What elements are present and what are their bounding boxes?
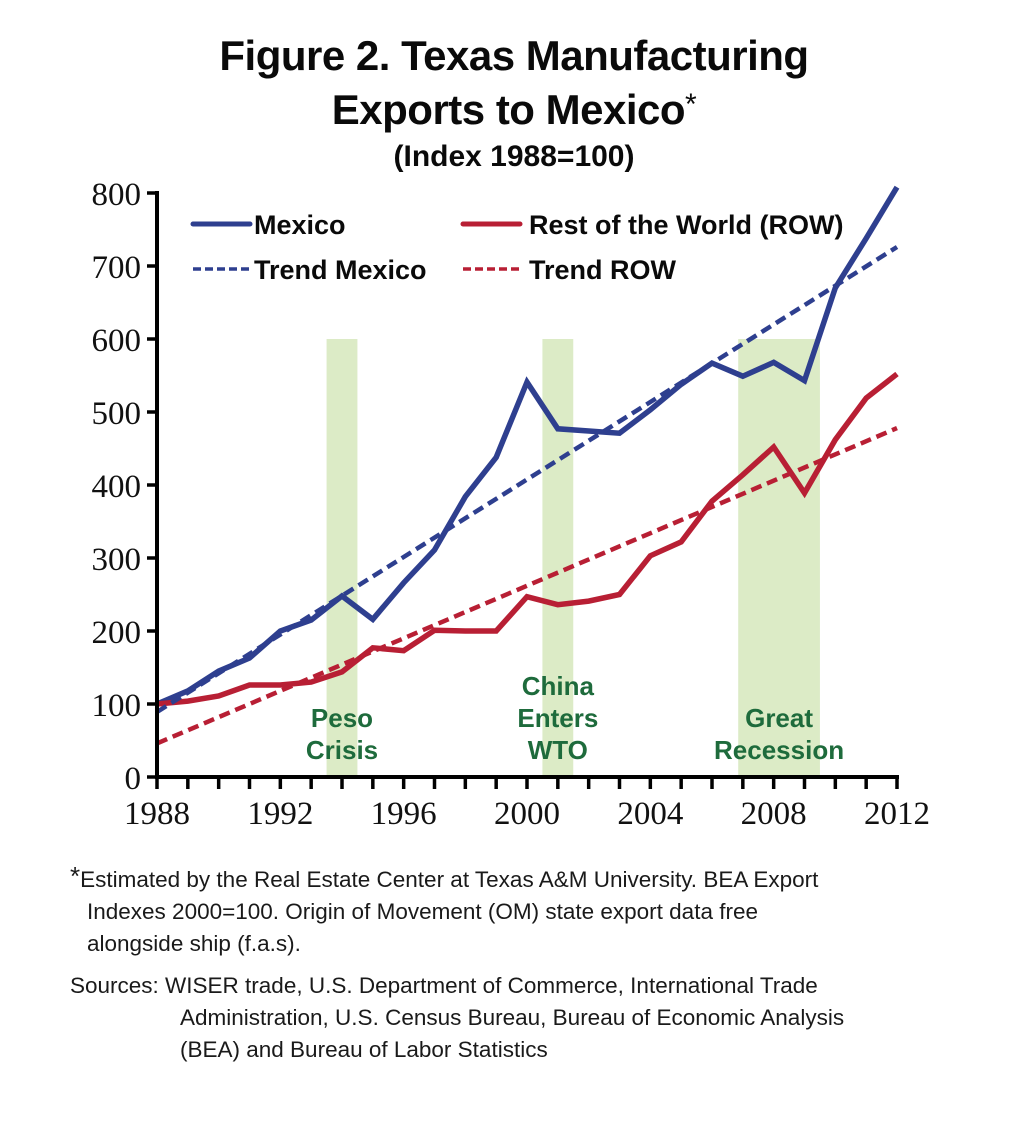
y-tick-label: 800 [92, 177, 142, 213]
x-tick-label: 2012 [864, 796, 930, 832]
footnote-marker: * [685, 88, 697, 121]
footnote-sources-line: Administration, U.S. Census Bureau, Bure… [180, 1005, 845, 1030]
series-line-trend-mexico [155, 245, 899, 714]
period-annotation-label: China [522, 671, 595, 701]
chart-title-line-2: Exports to Mexico* [0, 86, 1028, 134]
y-tick-label: 200 [92, 615, 142, 651]
footnote-sources-line: Sources: WISER trade, U.S. Department of… [70, 973, 818, 998]
legend-label-mexico: Mexico [254, 210, 346, 240]
y-tick-label: 0 [125, 761, 142, 797]
period-annotation-label: WTO [528, 735, 588, 765]
footnote-note-line: alongside ship (f.a.s). [87, 931, 301, 956]
footnote-note-line: Estimated by the Real Estate Center at T… [80, 867, 819, 892]
series-lines [155, 185, 900, 746]
series-line-mexico [155, 185, 900, 707]
footnote-note-marker: * [70, 861, 81, 891]
period-annotation-label: Peso [311, 703, 373, 733]
period-annotation-label: Recession [714, 735, 844, 765]
y-tick-label: 400 [92, 469, 142, 505]
x-tick-label: 2008 [741, 796, 807, 832]
chart-subtitle: (Index 1988=100) [393, 140, 635, 173]
legend-label-trend-row: Trend ROW [529, 255, 677, 285]
period-annotation-label: Crisis [306, 735, 378, 765]
shaded-period-band [326, 339, 358, 777]
legend: Mexico Rest of the World (ROW) Trend Mex… [190, 210, 843, 285]
x-tick-label: 2004 [617, 796, 683, 832]
x-tick-label: 2000 [494, 796, 560, 832]
footnote-sources: Sources: WISER trade, U.S. Department of… [70, 970, 990, 1066]
y-tick-label: 700 [92, 250, 142, 286]
period-annotation-label: Great [745, 703, 813, 733]
y-tick-label: 600 [92, 323, 142, 359]
legend-label-trend-mexico: Trend Mexico [254, 255, 427, 285]
y-tick-label: 500 [92, 396, 142, 432]
series-line-rest-of-the-world-row [156, 371, 899, 707]
y-tick-label: 300 [92, 542, 142, 578]
x-tick-label: 1996 [371, 796, 437, 832]
footnote-note: *Estimated by the Real Estate Center at … [70, 860, 970, 960]
shaded-period-band [738, 339, 820, 777]
x-tick-label: 1992 [247, 796, 313, 832]
period-annotation-label: Enters [517, 703, 598, 733]
footnote-note-line: Indexes 2000=100. Origin of Movement (OM… [87, 899, 758, 924]
x-tick-label: 1988 [124, 796, 190, 832]
chart-title-line-1: Figure 2. Texas Manufacturing [219, 32, 809, 79]
series-line-trend-row [156, 426, 898, 746]
chart-title-line-2-text: Exports to Mexico [331, 86, 686, 133]
footnote-sources-line: (BEA) and Bureau of Labor Statistics [180, 1037, 548, 1062]
axes: 0 100 200 300 400 500 600 700 800 1988 1992 1996 200… [92, 177, 931, 832]
legend-label-row: Rest of the World (ROW) [529, 210, 843, 240]
y-tick-label: 100 [92, 688, 142, 724]
